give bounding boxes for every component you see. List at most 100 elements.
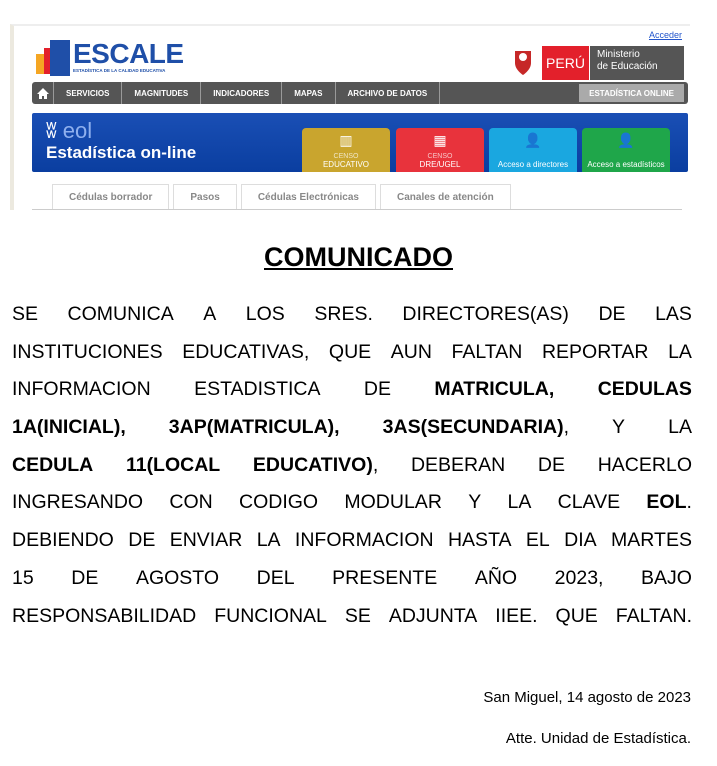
tile-acceso-directores[interactable]: 👤 Acceso a directores [489,128,577,172]
login-link[interactable]: Acceder [648,30,682,40]
nav-indicadores[interactable]: INDICADORES [201,82,283,104]
tab-pasos[interactable]: Pasos [173,184,237,210]
tile-censo-educativo[interactable]: ▥ CENSO EDUCATIVO [302,128,390,172]
body-word: LA [668,340,692,363]
body-word: CODIGO [239,491,319,514]
nav-mapas[interactable]: MAPAS [282,82,336,104]
body-word: QUE [555,604,598,627]
body-word: Y [468,491,482,514]
body-word: DEBIENDO [12,529,114,552]
body-word: INSTITUCIONES [12,340,163,363]
ministry-line1: Ministerio [597,49,640,60]
body-word: LOS [245,303,285,325]
body-word: DIRECTORES(AS) [402,303,569,325]
peru-label: PERÚ [542,46,589,80]
body-word: 11(LOCAL [125,453,221,476]
tab-bar: Cédulas borrador Pasos Cédulas Electróni… [52,184,515,210]
body-word: REPORTAR [541,340,649,363]
body-word: EL [525,529,550,552]
body-word: MODULAR [344,491,442,514]
ministry-line2: de Educación [597,61,658,72]
body-word: QUE [328,340,372,363]
body-word: MATRICULA, [434,378,555,401]
escale-website-screenshot: Acceder ESCALE ESTADÍSTICA DE LA CALIDAD… [10,24,690,210]
body-word: Y [612,416,626,439]
body-word: CLAVE [557,491,621,514]
escale-logo: ESCALE ESTADÍSTICA DE LA CALIDAD EDUCATI… [36,40,184,76]
body-word: FUNCIONAL [214,604,327,627]
body-word: DEL [256,566,295,589]
body-word: COMUNICA [67,303,174,325]
tile-censo-dre-ugel[interactable]: ▦ CENSO DRE/UGEL [396,128,484,172]
logo-tagline: ESTADÍSTICA DE LA CALIDAD EDUCATIVA [73,68,166,73]
body-word: DE [537,453,566,476]
body-word: ENVIAR [169,529,243,552]
tab-cedulas-electronicas[interactable]: Cédulas Electrónicas [240,184,376,210]
signature: Atte. Unidad de Estadística. [505,730,691,747]
body-word: ADJUNTA [388,604,478,627]
body-word: AUN [390,340,432,363]
body-line: SE COMUNICA A LOS SRES. DIRECTORES(AS) DE LAS [12,296,692,334]
body-line: CEDULA 11(LOCAL EDUCATIVO), DEBERAN DE HACERL… [12,447,692,485]
body-word: ESTADISTICA [194,378,321,401]
body-word: 15 [12,566,34,589]
body-word: SE [12,303,39,325]
body-word: AÑO [474,566,518,589]
tile-acceso-estadisticos[interactable]: 👤 Acceso a estadísticos [582,128,670,172]
body-word: BAJO [641,566,692,589]
place-date: San Miguel, 14 agosto de 2023 [483,689,691,706]
body-word: DIA [564,529,597,552]
body-word: 1A(INICIAL), [12,416,126,439]
nav-servicios[interactable]: SERVICIOS [54,82,123,104]
person-chart-icon: 👤 [617,132,635,148]
body-word: DE [363,378,391,401]
body-line: INSTITUCIONES EDUCATIVAS, QUE AUN FALTAN REPO… [12,334,692,372]
body-word: CEDULA [12,453,94,476]
body-line: INFORMACION ESTADISTICA DE MATRICULA, CEDULA… [12,371,692,409]
body-word: LAS [655,303,692,325]
body-word: PRESENTE [332,566,438,589]
body-word: INFORMACION [12,378,151,401]
body-word: DE [598,303,626,325]
body-line: DEBIENDO DE ENVIAR LA INFORMACION HASTA EL DIA M… [12,522,692,560]
body-word: EDUCATIVAS, [182,340,310,363]
body-word: DEBERAN [410,453,506,476]
body-word: DE [71,566,99,589]
body-line: 1A(INICIAL), 3AP(MATRICULA), 3AS(SECUNDARI… [12,409,692,447]
body-word: HASTA [447,529,512,552]
body-word: SRES. [314,303,373,325]
tab-canales-atencion[interactable]: Canales de atención [379,184,511,210]
body-word: RESPONSABILIDAD [12,604,197,627]
body-word: FALTAN. [615,604,692,627]
document-title: COMUNICADO [264,242,453,272]
nav-magnitudes[interactable]: MAGNITUDES [122,82,202,104]
body-word: IIEE. [495,604,538,627]
body-word: LA [256,529,281,552]
body-word: AGOSTO [135,566,220,589]
body-word: INFORMACION [294,529,434,552]
body-word: LA [668,416,692,439]
ministry-label: Ministerio de Educación [590,46,684,80]
body-word: EDUCATIVO), [252,453,379,476]
body-word: SE [344,604,371,627]
body-word: CON [169,491,213,514]
nav-estadistica-online[interactable]: ESTADÍSTICA ONLINE [579,84,684,102]
body-word: 3AS(SECUNDARIA), [382,416,569,439]
body-word: LA [507,491,532,514]
chart-icon: ▥ [339,132,353,148]
main-nav: SERVICIOS MAGNITUDES INDICADORES MAPAS A… [32,82,688,104]
eol-logo: ʬ eol [46,118,93,143]
escale-logo-icon [36,40,70,76]
body-line: 15 DE AGOSTO DEL PRESENTE AÑO 2023, BAJO [12,560,692,598]
body-word: CEDULAS [597,378,692,401]
body-word: DE [128,529,156,552]
body-word: EOL. [646,491,692,514]
body-word: INGRESANDO [12,491,144,514]
nav-archivo-datos[interactable]: ARCHIVO DE DATOS [336,82,441,104]
body-word: HACERLO [597,453,692,476]
ministry-branding: PERÚ Ministerio de Educación [510,46,684,80]
home-icon[interactable] [32,82,54,104]
eol-banner: ʬ eol Estadística on-line ▥ CENSO EDUCATI… [32,113,688,172]
divider [32,209,682,210]
tab-cedulas-borrador[interactable]: Cédulas borrador [52,184,170,210]
